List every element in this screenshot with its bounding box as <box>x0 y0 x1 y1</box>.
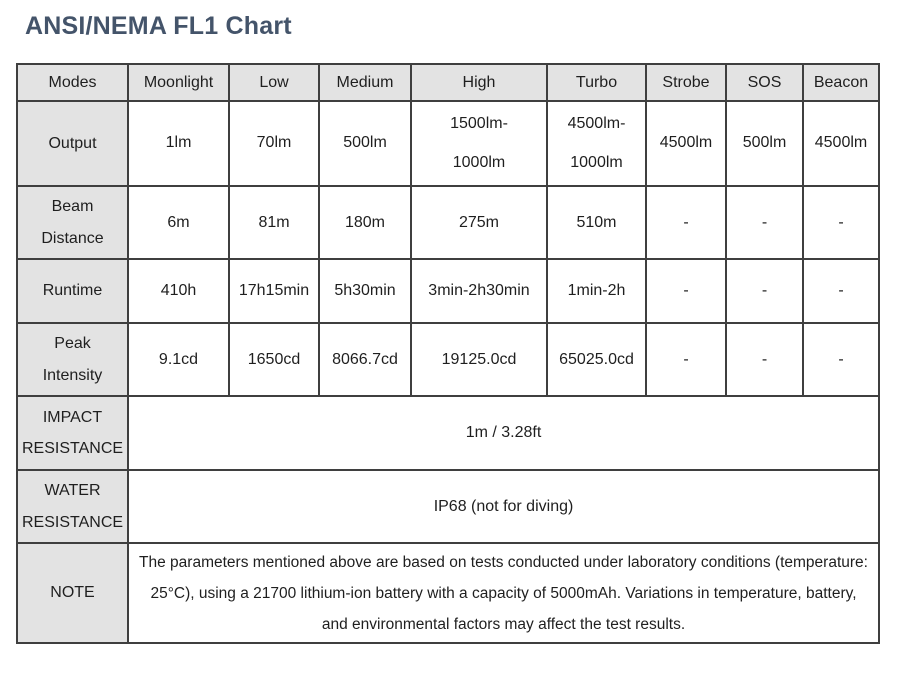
cell-runtime-sos: - <box>725 258 804 324</box>
cell-beam-strobe: - <box>645 185 727 260</box>
column-header-high: High <box>410 63 548 102</box>
cell-water-resistance-value: IP68 (not for diving) <box>127 469 880 544</box>
row-label-output: Output <box>16 100 129 187</box>
cell-impact-resistance-value: 1m / 3.28ft <box>127 395 880 471</box>
cell-runtime-beacon: - <box>802 258 880 324</box>
page-title: ANSI/NEMA FL1 Chart <box>25 12 292 40</box>
cell-peak-sos: - <box>725 322 804 397</box>
cell-output-low: 70lm <box>228 100 320 187</box>
table-row-runtime: Runtime 410h 17h15min 5h30min 3min-2h30m… <box>16 258 880 324</box>
cell-runtime-high: 3min-2h30min <box>410 258 548 324</box>
column-header-medium: Medium <box>318 63 412 102</box>
cell-output-sos: 500lm <box>725 100 804 187</box>
cell-peak-low: 1650cd <box>228 322 320 397</box>
cell-beam-sos: - <box>725 185 804 260</box>
row-label-runtime: Runtime <box>16 258 129 324</box>
column-header-beacon: Beacon <box>802 63 880 102</box>
table-row-impact-resistance: IMPACT RESISTANCE 1m / 3.28ft <box>16 395 880 471</box>
table-row-output: Output 1lm 70lm 500lm 1500lm- 1000lm 450… <box>16 100 880 187</box>
cell-runtime-low: 17h15min <box>228 258 320 324</box>
cell-peak-medium: 8066.7cd <box>318 322 412 397</box>
table-row-note: NOTE The parameters mentioned above are … <box>16 542 880 644</box>
cell-beam-turbo: 510m <box>546 185 647 260</box>
column-header-sos: SOS <box>725 63 804 102</box>
fl1-chart-page: ANSI/NEMA FL1 Chart Modes Moonlight Low … <box>16 12 880 644</box>
cell-runtime-medium: 5h30min <box>318 258 412 324</box>
fl1-spec-table: Modes Moonlight Low Medium High Turbo St… <box>16 63 880 644</box>
cell-output-beacon: 4500lm <box>802 100 880 187</box>
cell-output-turbo: 4500lm- 1000lm <box>546 100 647 187</box>
cell-beam-high: 275m <box>410 185 548 260</box>
cell-output-strobe: 4500lm <box>645 100 727 187</box>
cell-beam-moonlight: 6m <box>127 185 230 260</box>
column-header-low: Low <box>228 63 320 102</box>
cell-runtime-turbo: 1min-2h <box>546 258 647 324</box>
column-header-strobe: Strobe <box>645 63 727 102</box>
cell-runtime-moonlight: 410h <box>127 258 230 324</box>
column-header-turbo: Turbo <box>546 63 647 102</box>
cell-peak-beacon: - <box>802 322 880 397</box>
row-label-beam-distance: Beam Distance <box>16 185 129 260</box>
cell-peak-high: 19125.0cd <box>410 322 548 397</box>
table-row-beam-distance: Beam Distance 6m 81m 180m 275m 510m - - … <box>16 185 880 260</box>
row-label-impact-resistance: IMPACT RESISTANCE <box>16 395 129 471</box>
row-label-peak-intensity: Peak Intensity <box>16 322 129 397</box>
cell-note-value: The parameters mentioned above are based… <box>127 542 880 644</box>
cell-beam-medium: 180m <box>318 185 412 260</box>
table-header-row: Modes Moonlight Low Medium High Turbo St… <box>16 63 880 102</box>
cell-output-medium: 500lm <box>318 100 412 187</box>
cell-peak-moonlight: 9.1cd <box>127 322 230 397</box>
cell-peak-strobe: - <box>645 322 727 397</box>
cell-runtime-strobe: - <box>645 258 727 324</box>
column-header-modes: Modes <box>16 63 129 102</box>
row-label-water-resistance: WATER RESISTANCE <box>16 469 129 544</box>
column-header-moonlight: Moonlight <box>127 63 230 102</box>
cell-output-high: 1500lm- 1000lm <box>410 100 548 187</box>
cell-beam-low: 81m <box>228 185 320 260</box>
table-row-water-resistance: WATER RESISTANCE IP68 (not for diving) <box>16 469 880 544</box>
cell-peak-turbo: 65025.0cd <box>546 322 647 397</box>
table-row-peak-intensity: Peak Intensity 9.1cd 1650cd 8066.7cd 191… <box>16 322 880 397</box>
cell-beam-beacon: - <box>802 185 880 260</box>
row-label-note: NOTE <box>16 542 129 644</box>
cell-output-moonlight: 1lm <box>127 100 230 187</box>
